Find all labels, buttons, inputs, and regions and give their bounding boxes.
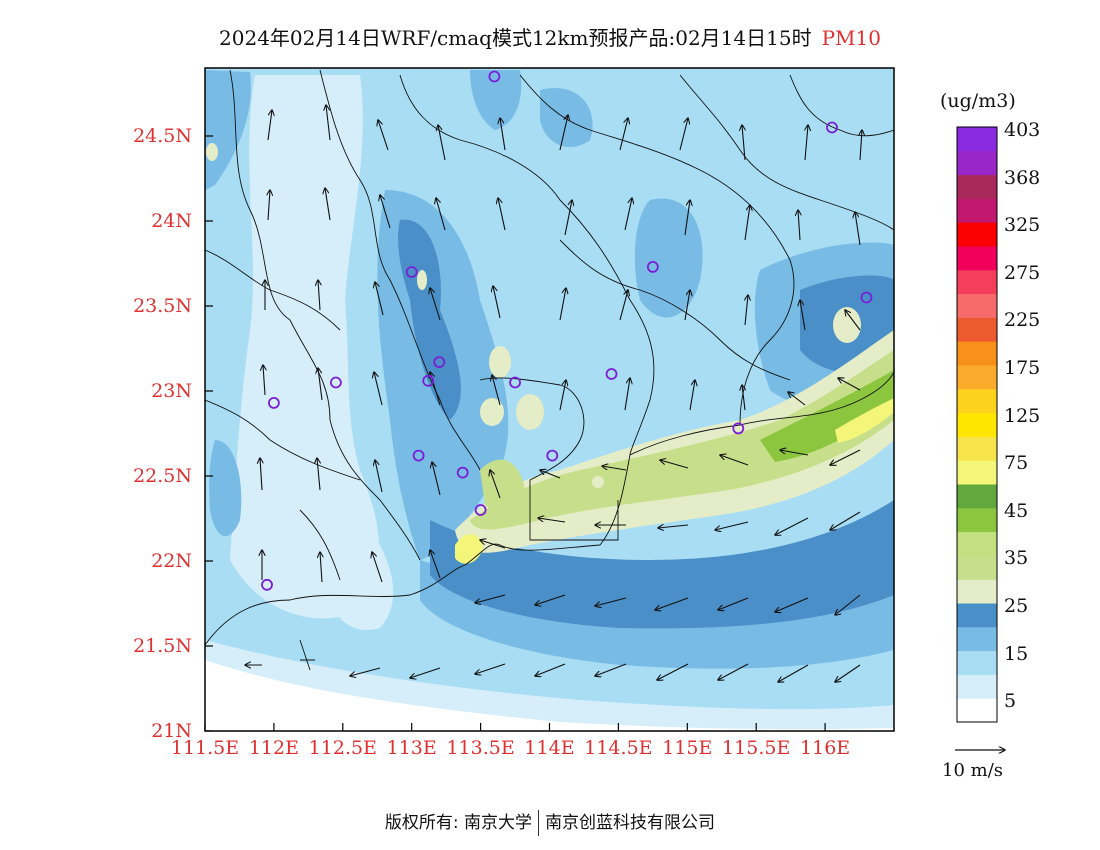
colorbar-swatch [957,174,997,199]
lon-tick-label: 113.5E [446,737,515,759]
colorbar-swatch [957,222,997,247]
copyright-footer: 版权所有: 南京大学 南京创蓝科技有限公司 [0,808,1100,836]
station-marker [433,356,446,369]
colorbar-swatch [957,531,997,556]
station-marker [267,396,280,409]
colorbar-swatch [957,579,997,604]
colorbar-swatch [957,555,997,580]
colorbar-label: 368 [1004,166,1041,189]
colorbar-swatch [957,412,997,437]
station-marker [546,449,559,462]
colorbar-swatch [957,246,997,271]
lon-tick-label: 112.5E [308,737,377,759]
colorbar-label: 15 [1004,642,1029,665]
colorbar-swatch [957,269,997,295]
station-marker [474,504,487,516]
latitude-labels: 21N 21.5N 22N 22.5N 23N 23.5N 24N 24.5N [100,0,192,850]
longitude-labels: 111.5E 112E 112.5E 113E 113.5E 114E 114.5E 115E… [0,737,1100,767]
colorbar-frame [956,126,998,723]
colorbar-swatch [957,341,997,366]
lat-tick-label: 24N [151,210,192,232]
station-marker [422,374,435,387]
colorbar-label: 25 [1004,595,1029,617]
colorbar-swatch [957,698,997,723]
station-marker [605,368,618,380]
lon-tick-label: 115.5E [722,737,791,759]
colorbar-swatch [957,127,997,152]
station-marker [261,578,273,591]
colorbar-label: 75 [1004,452,1029,475]
lon-tick-label: 111.5E [170,737,240,759]
colorbar-label: 275 [1004,261,1041,284]
colorbar-label: 325 [1004,214,1041,237]
footer-right: 南京创蓝科技有限公司 [545,813,716,833]
station-marker [412,449,425,462]
colorbar-label: 403 [1004,119,1041,141]
station-marker [405,266,418,278]
station-marker [826,121,838,134]
lon-tick-label: 116E [800,737,851,759]
lat-tick-label: 24.5N [133,125,192,147]
map-title: 2024年02月14日WRF/cmaq模式12km预报产品:02月14日15时 P… [0,22,1100,51]
colorbar-label: 45 [1004,499,1029,522]
lon-tick-label: 114E [524,737,575,759]
colorbar-swatch [957,650,997,675]
lat-tick-label: 23N [151,380,192,402]
lon-tick-label: 112E [248,737,299,759]
station-marker [488,70,501,83]
colorbar-swatch [957,484,997,509]
colorbar-swatch [957,198,997,223]
colorbar-swatch [957,460,997,485]
title-text: 2024年02月14日WRF/cmaq模式12km预报产品:02月14日15时 [219,26,812,50]
lat-tick-label: 21N [151,720,192,742]
lon-tick-label: 115E [662,737,713,759]
lat-tick-label: 22.5N [133,465,192,487]
colorbar-swatch [957,388,997,414]
wind-vectors [245,105,862,682]
colorbar-unit: (ug/m3) [940,90,1016,112]
colorbar-label: 5 [1004,690,1017,713]
colorbar-swatch [957,603,997,628]
footer-separator [538,810,540,836]
colorbar-swatch [957,365,997,390]
footer-left: 版权所有: 南京大学 [384,813,533,833]
lat-tick-label: 23.5N [133,295,192,317]
lon-tick-label: 114.5E [584,737,653,759]
boundary-lines [205,69,894,671]
colorbar-swatch [957,150,997,176]
reference-vector-label: 10 m/s [942,760,1003,781]
colorbar-swatch [957,293,997,318]
colorbar-swatch [957,626,997,652]
colorbar-label: 175 [1004,357,1041,379]
pollutant-label: PM10 [821,26,881,50]
colorbar-swatch [957,436,997,461]
lat-tick-label: 21.5N [133,635,192,657]
colorbar-swatch [957,507,997,533]
station-marker [509,376,521,389]
axis-ticks [204,135,826,732]
station-marker [646,260,659,273]
station-marker [732,422,745,435]
station-markers [261,70,873,591]
colorbar-swatch [957,317,997,342]
colorbar-label: 225 [1004,309,1041,332]
lat-tick-label: 22N [151,550,192,572]
lon-tick-label: 113E [386,737,437,759]
colorbar-label: 35 [1004,547,1029,570]
colorbar-swatch [957,674,997,699]
colorbar [956,126,998,723]
colorbar-label: 125 [1004,404,1041,427]
station-marker [456,466,469,479]
station-marker [330,376,342,389]
station-marker [860,291,873,304]
concentration-field [205,68,894,731]
